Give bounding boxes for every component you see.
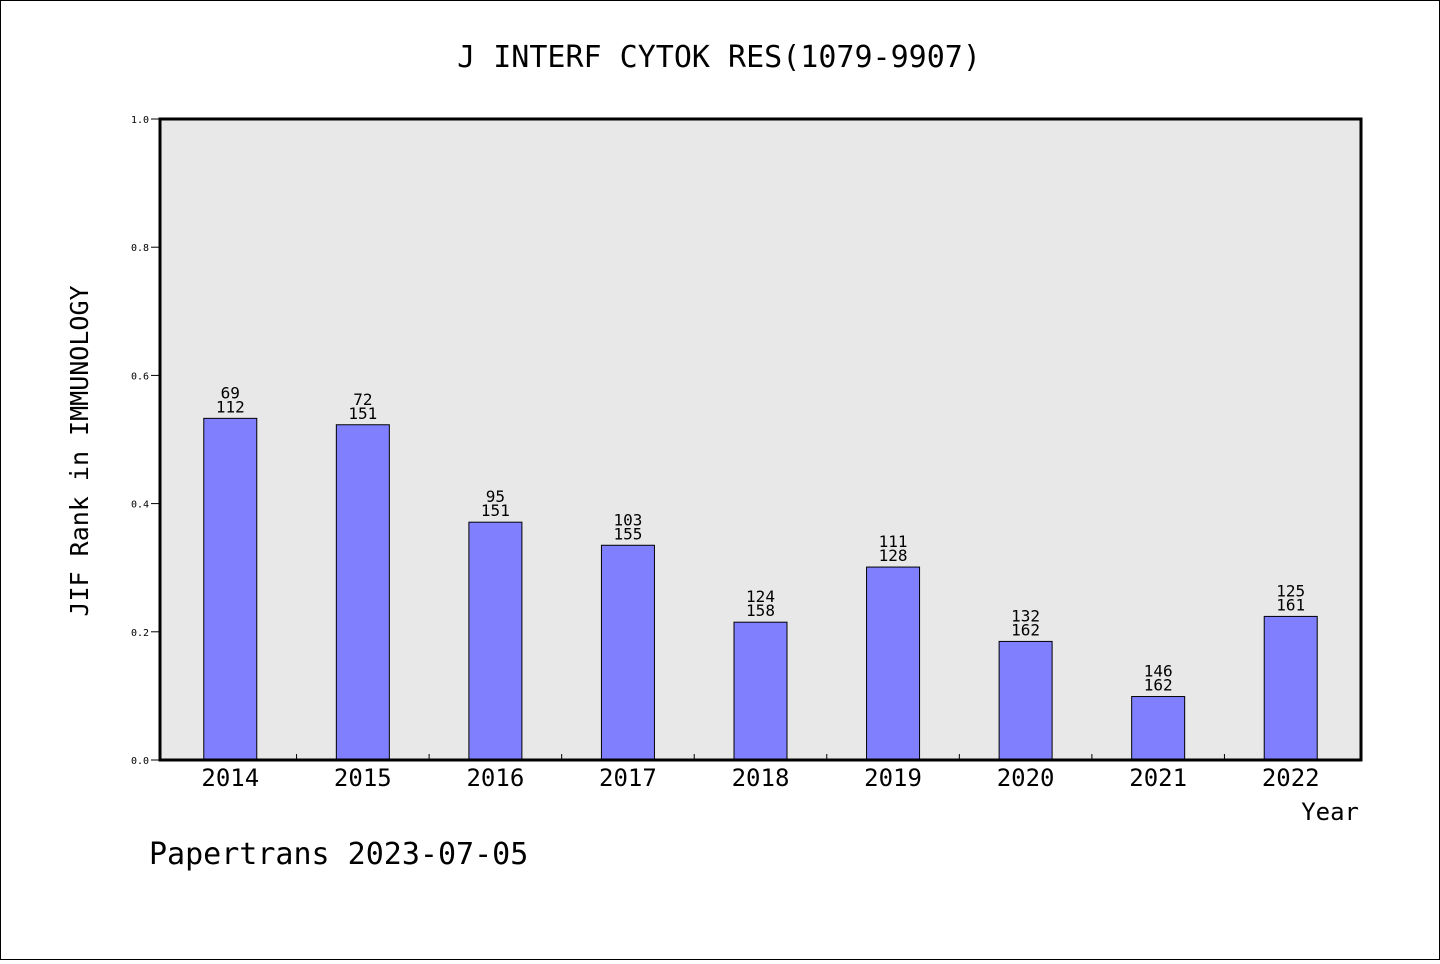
total-label-2018: 158 bbox=[746, 601, 775, 620]
total-label-2019: 128 bbox=[879, 546, 908, 565]
total-label-2022: 161 bbox=[1276, 595, 1305, 614]
total-label-2017: 155 bbox=[613, 524, 642, 543]
x-tick-label-2019: 2019 bbox=[864, 764, 922, 792]
y-tick-label: 0.6 bbox=[131, 371, 149, 382]
bar-2017 bbox=[600, 544, 655, 761]
x-tick-label-2018: 2018 bbox=[732, 764, 790, 792]
rank-label-2016: 95 bbox=[486, 487, 505, 506]
rank-label-2017: 103 bbox=[613, 510, 642, 529]
bar-2021 bbox=[1131, 696, 1186, 761]
total-label-2016: 151 bbox=[481, 501, 510, 520]
bar-2015 bbox=[335, 424, 390, 761]
bar-2019 bbox=[866, 566, 921, 761]
total-label-2015: 151 bbox=[348, 404, 377, 423]
rank-label-2014: 69 bbox=[221, 383, 240, 402]
chart-title: J INTERF CYTOK RES(1079-9907) bbox=[457, 40, 981, 75]
rank-label-2021: 146 bbox=[1144, 662, 1173, 681]
rank-label-2020: 132 bbox=[1011, 606, 1040, 625]
x-tick-label-2020: 2020 bbox=[997, 764, 1055, 792]
bar-2022 bbox=[1263, 615, 1318, 761]
x-tick-label-2014: 2014 bbox=[201, 764, 259, 792]
bar-2020 bbox=[998, 640, 1053, 761]
x-tick-label-2016: 2016 bbox=[466, 764, 524, 792]
x-tick-label-2015: 2015 bbox=[334, 764, 392, 792]
rank-label-2019: 111 bbox=[879, 532, 908, 551]
footer-text: Papertrans 2023-07-05 bbox=[149, 837, 528, 872]
rank-label-2022: 125 bbox=[1276, 581, 1305, 600]
y-axis-label: JIF Rank in IMMUNOLOGY bbox=[65, 285, 94, 616]
bar-2014 bbox=[203, 417, 258, 761]
rank-label-2018: 124 bbox=[746, 587, 775, 606]
plot-border bbox=[158, 117, 1363, 762]
bar-2016 bbox=[468, 521, 523, 761]
total-label-2014: 112 bbox=[216, 397, 245, 416]
x-tick-label-2017: 2017 bbox=[599, 764, 657, 792]
x-axis-label: Year bbox=[1301, 798, 1359, 826]
total-label-2021: 162 bbox=[1144, 676, 1173, 695]
y-tick-label: 0.4 bbox=[131, 500, 149, 511]
y-tick-label: 1.0 bbox=[131, 115, 149, 126]
x-tick-label-2021: 2021 bbox=[1129, 764, 1187, 792]
bar-2018 bbox=[733, 621, 788, 761]
ticks-group: 2014 2015 2016 2017 2018 2019 2020 2021 2022 0.0 0… bbox=[131, 115, 1320, 792]
y-tick-label: 0.2 bbox=[131, 628, 149, 639]
rank-label-2015: 72 bbox=[353, 390, 372, 409]
y-tick-label: 0.8 bbox=[131, 243, 149, 254]
y-tick-label: 0.0 bbox=[131, 756, 149, 767]
x-tick-label-2022: 2022 bbox=[1262, 764, 1320, 792]
total-label-2020: 162 bbox=[1011, 620, 1040, 639]
